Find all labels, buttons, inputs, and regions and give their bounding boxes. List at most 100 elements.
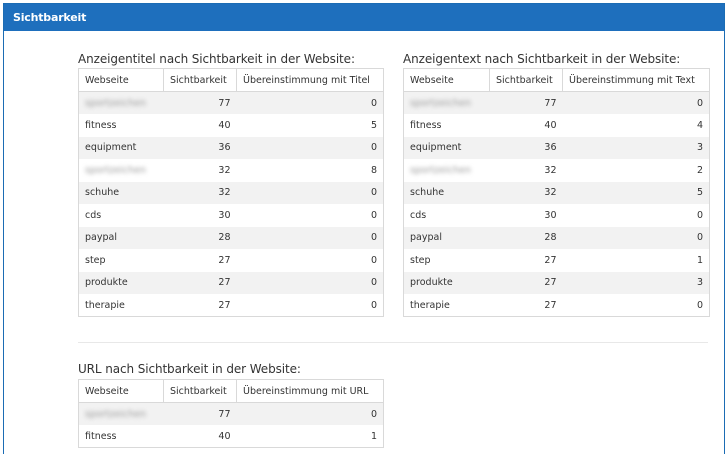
sichtbarkeit-cell: 27 [163,249,237,272]
table-row: produkte 27 3 [403,271,710,294]
table-row: sportzeichen 32 8 [78,159,384,182]
table-row: produkte 27 0 [78,271,384,294]
site-name: schuhe [85,187,120,199]
webseite-cell: fitness [78,114,164,137]
sichtbarkeit-cell: 30 [163,204,237,227]
text-table-heading: Anzeigentext nach Sichtbarkeit in der We… [403,52,681,66]
table-row: sportzeichen 32 2 [403,159,710,182]
webseite-cell: cds [78,204,164,227]
blurred-site-name: sportzeichen [410,164,472,176]
sichtbarkeit-cell: 77 [163,402,237,425]
sichtbarkeit-cell: 36 [489,136,563,159]
text-visibility-table: Webseite Sichtbarkeit Übereinstimmung mi… [403,68,710,317]
sichtbarkeit-cell: 77 [489,91,563,114]
table-row: sportzeichen 77 0 [403,91,710,114]
webseite-cell: fitness [78,425,164,448]
table-row: step 27 1 [403,249,710,272]
webseite-cell: sportzeichen [78,91,164,114]
webseite-cell: step [403,249,490,272]
title-visibility-table: Webseite Sichtbarkeit Übereinstimmung mi… [78,68,384,317]
table-row: cds 30 0 [403,204,710,227]
site-name: schuhe [410,187,445,199]
site-name: produkte [85,277,128,289]
sichtbarkeit-cell: 32 [163,181,237,204]
table-row: step 27 0 [78,249,384,272]
column-header-uebereinstimmung: Übereinstimmung mit Titel [236,68,384,92]
column-header-webseite: Webseite [78,379,164,403]
site-name: produkte [410,277,453,289]
site-name: paypal [410,232,442,244]
column-header-sichtbarkeit: Sichtbarkeit [489,68,563,92]
sichtbarkeit-cell: 77 [163,91,237,114]
panel-title: Sichtbarkeit [4,4,724,31]
webseite-cell: cds [403,204,490,227]
uebereinstimmung-cell: 0 [236,136,384,159]
webseite-cell: schuhe [403,181,490,204]
column-header-sichtbarkeit: Sichtbarkeit [163,379,237,403]
uebereinstimmung-cell: 0 [562,91,710,114]
uebereinstimmung-cell: 0 [236,91,384,114]
uebereinstimmung-cell: 0 [562,204,710,227]
url-visibility-table: Webseite Sichtbarkeit Übereinstimmung mi… [78,379,384,448]
uebereinstimmung-cell: 0 [236,226,384,249]
webseite-cell: sportzeichen [78,402,164,425]
webseite-cell: paypal [403,226,490,249]
column-header-uebereinstimmung: Übereinstimmung mit Text [562,68,710,92]
site-name: therapie [85,299,125,311]
webseite-cell: fitness [403,114,490,137]
site-name: equipment [85,142,137,154]
uebereinstimmung-cell: 5 [562,181,710,204]
blurred-site-name: sportzeichen [85,164,147,176]
uebereinstimmung-cell: 2 [562,159,710,182]
table-row: sportzeichen 77 0 [78,402,384,425]
webseite-cell: produkte [78,271,164,294]
table-row: equipment 36 0 [78,136,384,159]
site-name: fitness [85,119,117,131]
blurred-site-name: sportzeichen [85,408,147,420]
sichtbarkeit-cell: 27 [163,271,237,294]
sichtbarkeit-cell: 40 [163,425,237,448]
blurred-site-name: sportzeichen [410,97,472,109]
table-row: paypal 28 0 [78,226,384,249]
sichtbarkeit-cell: 40 [489,114,563,137]
sichtbarkeit-cell: 27 [489,271,563,294]
site-name: paypal [85,232,117,244]
table-row: therapie 27 0 [403,294,710,317]
uebereinstimmung-cell: 8 [236,159,384,182]
sichtbarkeit-cell: 28 [163,226,237,249]
sichtbarkeit-cell: 28 [489,226,563,249]
uebereinstimmung-cell: 0 [562,294,710,317]
table-row: schuhe 32 0 [78,181,384,204]
sichtbarkeit-cell: 27 [163,294,237,317]
uebereinstimmung-cell: 0 [236,294,384,317]
sichtbarkeit-cell: 40 [163,114,237,137]
webseite-cell: therapie [78,294,164,317]
site-name: equipment [410,142,462,154]
sichtbarkeit-cell: 32 [163,159,237,182]
webseite-cell: equipment [403,136,490,159]
table-row: schuhe 32 5 [403,181,710,204]
sichtbarkeit-cell: 32 [489,181,563,204]
site-name: fitness [410,119,442,131]
uebereinstimmung-cell: 0 [236,204,384,227]
table-row: fitness 40 4 [403,114,710,137]
uebereinstimmung-cell: 0 [236,181,384,204]
sichtbarkeit-cell: 32 [489,159,563,182]
uebereinstimmung-cell: 0 [562,226,710,249]
section-divider [78,342,708,343]
webseite-cell: sportzeichen [78,159,164,182]
site-name: fitness [85,430,117,442]
uebereinstimmung-cell: 0 [236,249,384,272]
table-row: therapie 27 0 [78,294,384,317]
blurred-site-name: sportzeichen [85,97,147,109]
webseite-cell: therapie [403,294,490,317]
url-table-heading: URL nach Sichtbarkeit in der Website: [78,362,301,376]
uebereinstimmung-cell: 0 [236,402,384,425]
site-name: step [85,254,106,266]
uebereinstimmung-cell: 1 [236,425,384,448]
site-name: cds [85,209,102,221]
webseite-cell: step [78,249,164,272]
title-table-heading: Anzeigentitel nach Sichtbarkeit in der W… [78,52,355,66]
webseite-cell: equipment [78,136,164,159]
sichtbarkeit-cell: 27 [489,294,563,317]
